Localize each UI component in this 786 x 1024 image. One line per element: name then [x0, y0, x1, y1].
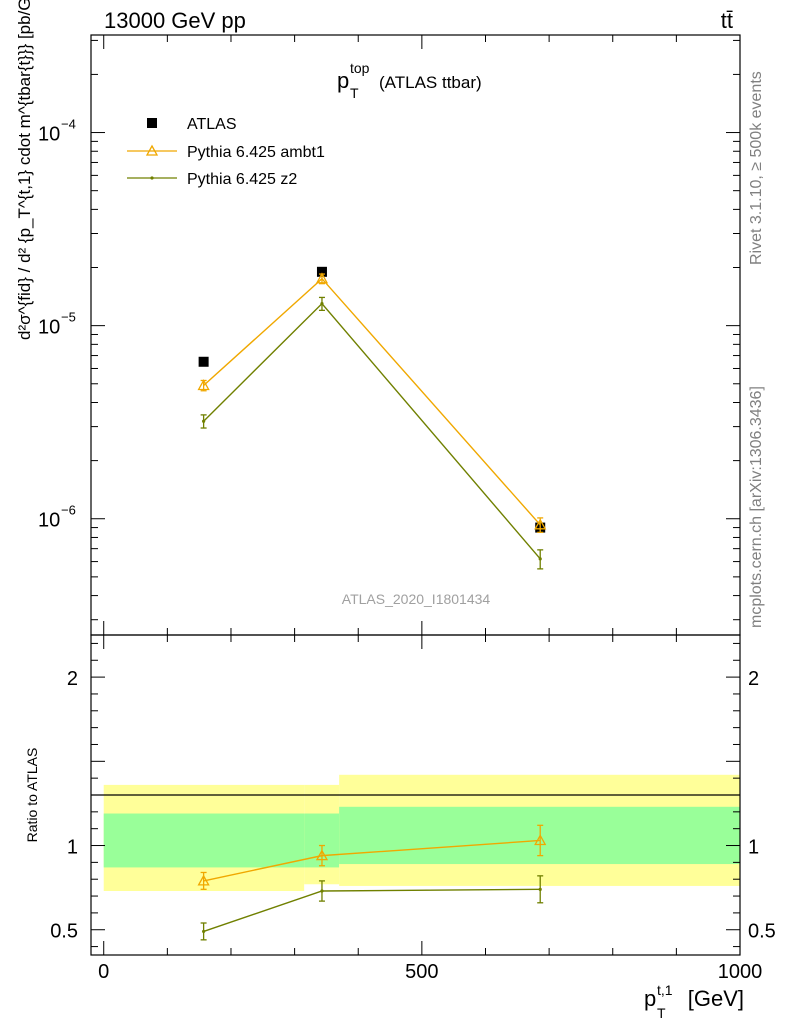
legend-z2-marker [150, 176, 154, 180]
main-data-point [320, 302, 324, 306]
main-axis-ticks: 10−610−510−4 [38, 35, 741, 635]
main-y-tick-label: 10 [38, 510, 60, 532]
ratio-x-tick-label: 0 [98, 961, 109, 983]
main-data-point [534, 518, 547, 530]
x-axis-label: [GeV] [688, 986, 744, 1011]
analysis-label: ATLAS_2020_I1801434 [342, 591, 491, 607]
main-y-axis-label: d²σ^{fid} / d² {p_T^{t,1} cdot m^{tbar{t… [15, 0, 34, 340]
ratio-y-tick-label-left: 2 [67, 668, 78, 690]
main-y-axis-label-text: d²σ^{fid} / d² {p_T^{t,1} cdot m^{tbar{t… [15, 0, 34, 340]
legend-z2-label: Pythia 6.425 z2 [187, 171, 297, 188]
ratio-frame [90, 634, 741, 956]
main-data-point [198, 356, 209, 367]
ratio-data-point [534, 834, 547, 846]
main-y-tick-label: 10 [38, 124, 60, 146]
ratio-data-point [320, 889, 324, 893]
ratio-y-tick-label-right: 2 [748, 668, 759, 690]
ratio-band-green [103, 813, 305, 868]
ratio-series [197, 824, 547, 941]
x-axis-label-sup: t,1 [657, 982, 673, 998]
main-data-point [202, 419, 206, 423]
main-y-tick-exponent: −6 [61, 503, 76, 518]
legend-atlas-marker [147, 118, 157, 128]
energy-label: 13000 GeV pp [104, 8, 246, 33]
main-y-tick-exponent: −4 [61, 117, 76, 132]
ratio-y-tick-label-left: 0.5 [50, 921, 78, 943]
main-panel: 10−610−510−4 p T top (ATLAS ttbar) ATLAS… [15, 0, 741, 636]
ratio-data-point [202, 929, 206, 934]
main-title-sub: T [350, 85, 359, 101]
rivet-label: Rivet 3.1.10, ≥ 500k events [748, 71, 765, 265]
ratio-axis-ticks: 0.5 0.5 1 1 2 2 0 500 1000 [50, 635, 776, 983]
main-data-point [315, 272, 329, 284]
legend-atlas-label: ATLAS [187, 116, 237, 133]
main-series-line [203, 277, 541, 526]
main-y-tick-label: 10 [38, 317, 60, 339]
main-series-line [203, 302, 541, 560]
ratio-x-tick-label: 500 [405, 961, 438, 983]
process-label: tt̄ [721, 8, 733, 33]
mcplots-label: mcplots.cern.ch [arXiv:1306.3436] [748, 386, 765, 628]
ratio-panel: 0.5 0.5 1 1 2 2 0 500 1000 Ratio to ATLAS p T t,… [24, 634, 776, 1021]
legend-ambt1-marker [145, 144, 159, 156]
main-title-symbol: p [337, 68, 349, 93]
ratio-y-tick-label-right: 0.5 [748, 921, 776, 943]
ratio-y-axis-label: Ratio to ATLAS [24, 748, 40, 843]
ratio-data-point [315, 849, 329, 861]
x-axis-label-symbol: p [644, 986, 656, 1011]
ratio-y-tick-label-left: 1 [67, 837, 78, 859]
main-y-tick-exponent: −5 [61, 310, 76, 325]
main-data-point [316, 266, 327, 277]
x-axis-label-sub: T [657, 1005, 666, 1021]
ratio-x-tick-label: 1000 [718, 961, 763, 983]
main-data-point [197, 379, 210, 391]
main-title-sup: top [350, 60, 370, 76]
legend-ambt1-label: Pythia 6.425 ambt1 [187, 144, 325, 161]
legend: ATLAS Pythia 6.425 ambt1 Pythia 6.425 z2 [127, 116, 325, 188]
ratio-data-point [197, 874, 210, 886]
ratio-data-point [538, 887, 542, 891]
ratio-bands [103, 774, 740, 891]
ratio-y-tick-label-right: 1 [748, 837, 759, 859]
main-data-point [538, 557, 542, 561]
main-title: (ATLAS ttbar) [379, 73, 482, 92]
ratio-series-line [203, 888, 541, 933]
main-series [197, 266, 547, 570]
